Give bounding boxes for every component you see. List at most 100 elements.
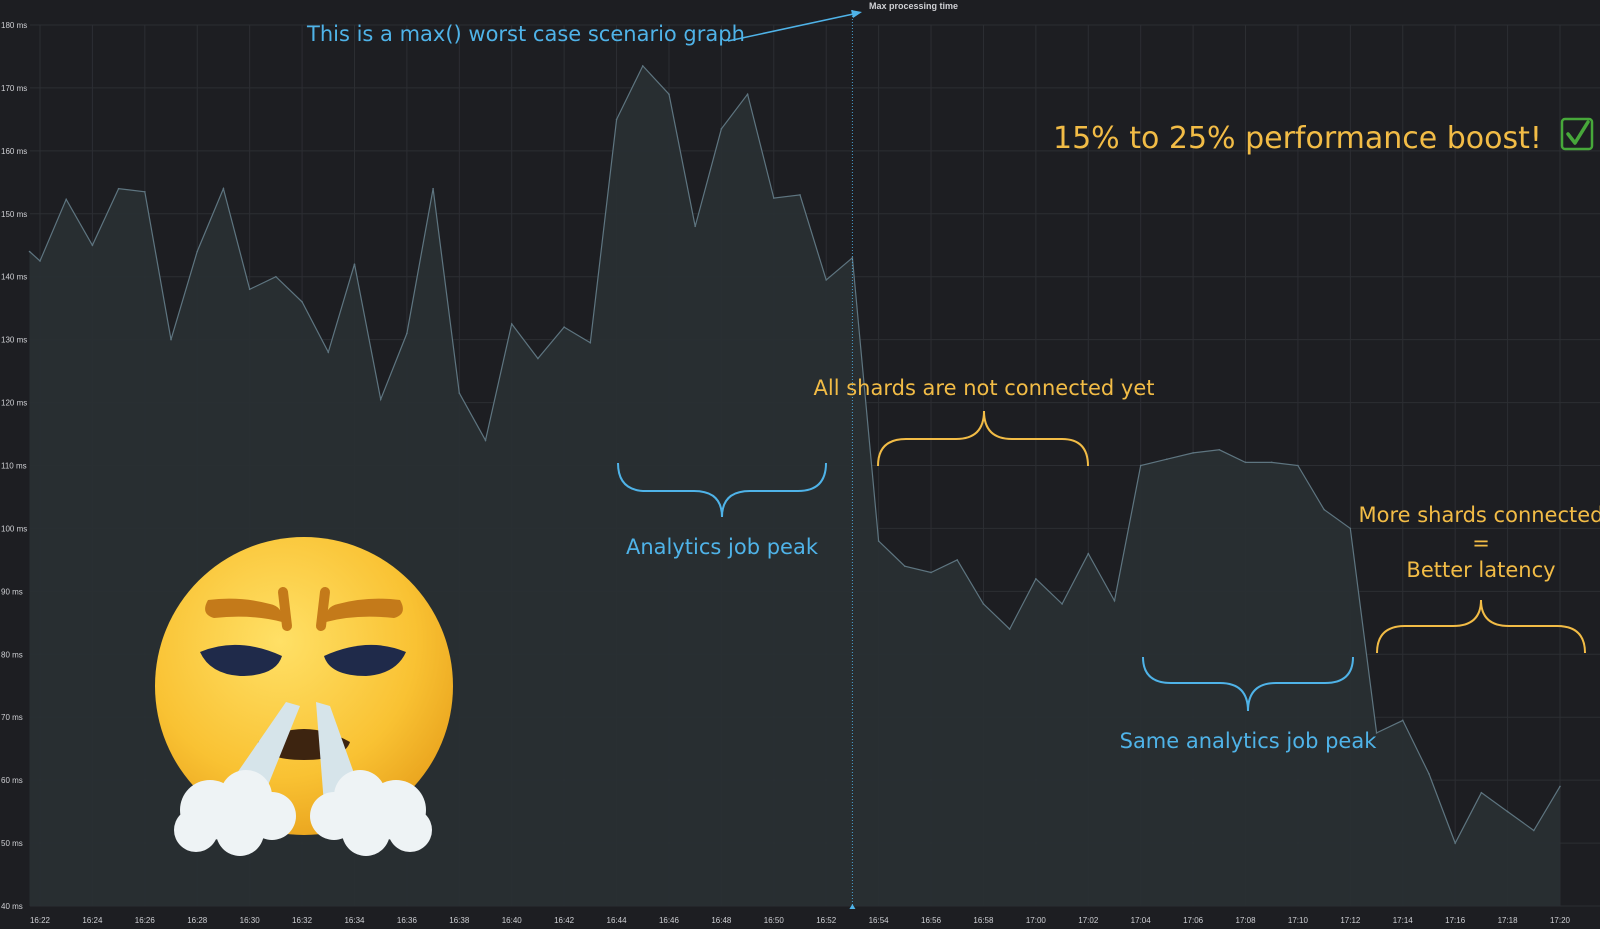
x-tick-label: 16:54 [869, 916, 890, 925]
x-tick-label: 16:38 [449, 916, 470, 925]
y-tick-label: 180 ms [1, 21, 27, 30]
data-point [1375, 732, 1378, 734]
series-line [29, 64, 1561, 845]
x-tick-label: 16:40 [502, 916, 523, 925]
data-point [65, 198, 68, 201]
y-tick-label: 70 ms [1, 713, 23, 722]
x-tick-label: 17:20 [1550, 916, 1571, 925]
data-point [904, 565, 906, 567]
x-tick-label: 17:06 [1183, 916, 1204, 925]
series-name-label: Max processing time [869, 1, 958, 11]
more-shards-brace [1376, 599, 1586, 654]
data-point [1428, 773, 1430, 775]
more-shards-annotation-line-3: Better latency [1406, 558, 1555, 582]
data-point [28, 250, 31, 253]
data-point [248, 288, 251, 291]
data-point [91, 244, 94, 247]
x-tick-label: 17:00 [1026, 916, 1047, 925]
data-point [144, 190, 146, 193]
data-point [1559, 785, 1561, 788]
data-point [851, 257, 854, 259]
worst-case-annotation: This is a max() worst case scenario grap… [306, 22, 745, 46]
x-tick-label: 16:24 [82, 916, 103, 925]
data-point [720, 128, 723, 130]
data-point [1480, 791, 1483, 794]
data-point [432, 187, 434, 190]
x-tick-label: 16:22 [30, 916, 51, 925]
data-point [1244, 461, 1247, 464]
x-tick-label: 16:52 [816, 916, 837, 925]
x-tick-label: 17:14 [1393, 916, 1414, 925]
data-point [1087, 552, 1090, 555]
x-tick-label: 16:28 [187, 916, 208, 925]
data-point [982, 603, 985, 605]
analytics-peak-annotation: Analytics job peak [626, 535, 819, 559]
axis-ticks: 40 ms 50 ms 60 ms 70 ms 80 ms 90 ms 100 ms 110 … [1, 21, 1571, 925]
data-point [1506, 810, 1509, 813]
data-point [772, 197, 775, 199]
same-peak-annotation: Same analytics job peak [1120, 729, 1378, 753]
data-point [1061, 603, 1063, 605]
data-point [930, 571, 932, 574]
y-tick-label: 90 ms [1, 587, 23, 596]
x-tick-label: 16:36 [397, 916, 418, 925]
data-point [956, 559, 959, 561]
worst-case-arrow [727, 12, 859, 42]
data-point [484, 439, 487, 442]
not-connected-brace [877, 410, 1089, 467]
data-point [327, 351, 330, 354]
face-with-steam-from-nose-emoji [155, 537, 453, 856]
x-tick-label: 17:08 [1236, 916, 1257, 925]
data-point [799, 194, 801, 196]
y-tick-label: 170 ms [1, 84, 27, 93]
y-tick-label: 130 ms [1, 336, 27, 345]
not-connected-annotation: All shards are not connected yet [814, 376, 1155, 400]
more-shards-annotation-line-1: More shards connected [1358, 503, 1600, 527]
data-point [589, 341, 592, 344]
y-tick-label: 60 ms [1, 776, 23, 785]
same-peak-brace [1142, 656, 1354, 712]
data-point [1113, 599, 1116, 602]
data-point [1532, 829, 1535, 832]
y-tick-label: 80 ms [1, 650, 23, 659]
x-tick-label: 16:50 [764, 916, 785, 925]
x-tick-label: 17:10 [1288, 916, 1309, 925]
boost-annotation: 15% to 25% performance boost! [1053, 121, 1542, 156]
x-tick-label: 17:04 [1131, 916, 1152, 925]
data-point [353, 263, 356, 265]
y-tick-label: 160 ms [1, 147, 27, 156]
data-point [1166, 458, 1168, 461]
x-tick-label: 17:16 [1445, 916, 1466, 925]
data-point [1008, 628, 1011, 630]
data-point [1323, 508, 1325, 511]
data-point [379, 398, 382, 401]
data-point [1192, 452, 1194, 454]
data-point [275, 275, 277, 278]
x-tick-label: 16:58 [973, 916, 994, 925]
data-point [1297, 464, 1299, 467]
x-tick-label: 16:48 [711, 916, 732, 925]
check-mark-button-icon [1560, 117, 1594, 151]
data-point [1270, 461, 1273, 464]
data-point [694, 225, 696, 228]
data-point [1139, 464, 1142, 467]
y-tick-label: 120 ms [1, 399, 27, 408]
data-point [825, 279, 828, 281]
x-tick-label: 16:34 [344, 916, 365, 925]
data-point [222, 187, 225, 190]
arrow-head-icon [851, 10, 862, 18]
data-point [1218, 448, 1221, 451]
data-point [537, 357, 539, 360]
data-point [615, 118, 618, 121]
data-point [39, 260, 41, 262]
data-point [641, 65, 644, 67]
x-tick-label: 16:32 [292, 916, 313, 925]
data-point [1454, 842, 1456, 844]
x-tick-label: 17:02 [1078, 916, 1099, 925]
x-tick-label: 16:26 [135, 916, 156, 925]
x-tick-label: 16:44 [607, 916, 628, 925]
data-point [406, 332, 408, 335]
data-point [170, 338, 172, 341]
cursor-marker-icon [849, 904, 856, 909]
